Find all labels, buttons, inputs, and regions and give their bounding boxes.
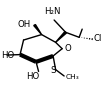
Text: CH₃: CH₃ <box>66 74 79 80</box>
Polygon shape <box>34 24 42 35</box>
Polygon shape <box>56 32 66 42</box>
Text: HO: HO <box>26 72 40 81</box>
Text: O: O <box>64 44 71 53</box>
Text: Cl: Cl <box>93 34 102 43</box>
Text: HO: HO <box>1 51 14 60</box>
Text: H₂N: H₂N <box>44 7 60 16</box>
Text: OH: OH <box>18 20 31 29</box>
Text: S: S <box>51 66 56 75</box>
